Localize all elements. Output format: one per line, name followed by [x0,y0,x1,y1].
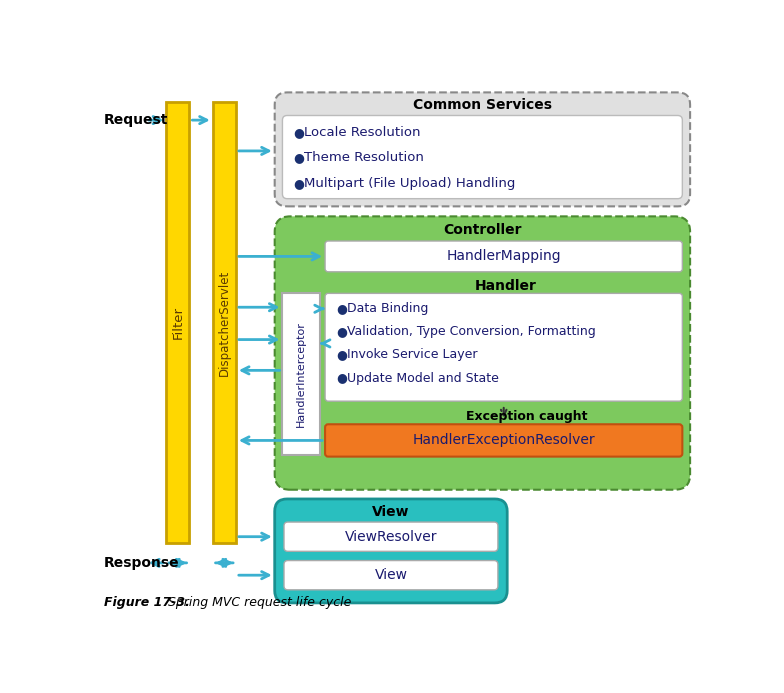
Text: Theme Resolution: Theme Resolution [304,151,424,164]
Text: Validation, Type Conversion, Formatting: Validation, Type Conversion, Formatting [347,326,596,338]
Bar [282,293,320,455]
Text: Common Services: Common Services [413,98,552,112]
Text: Request: Request [104,113,169,127]
FancyBboxPatch shape [274,499,507,603]
Text: Locale Resolution: Locale Resolution [304,126,421,139]
Text: Controller: Controller [443,223,521,237]
Text: View: View [372,505,410,519]
Text: Filter: Filter [172,306,184,339]
Text: Invoke Service Layer: Invoke Service Layer [347,349,477,362]
Text: Figure 17-3.: Figure 17-3. [104,597,190,609]
FancyBboxPatch shape [325,241,682,272]
Text: HandlerExceptionResolver: HandlerExceptionResolver [412,433,595,448]
FancyBboxPatch shape [325,293,682,401]
FancyBboxPatch shape [325,424,682,457]
FancyBboxPatch shape [284,522,498,552]
Text: DispatcherServlet: DispatcherServlet [218,270,230,376]
Text: Spring MVC request life cycle: Spring MVC request life cycle [168,597,351,609]
Text: ●: ● [336,371,347,385]
Text: ●: ● [293,177,304,190]
Text: Data Binding: Data Binding [347,302,428,315]
Text: HandlerInterceptor: HandlerInterceptor [296,322,306,427]
Text: Response: Response [104,556,180,570]
Text: ViewResolver: ViewResolver [345,529,437,544]
Text: ●: ● [293,126,304,139]
Text: ●: ● [336,326,347,338]
Text: Handler: Handler [475,279,536,292]
Text: ●: ● [293,151,304,164]
Text: Multipart (File Upload) Handling: Multipart (File Upload) Handling [304,177,516,190]
FancyBboxPatch shape [274,92,690,207]
Bar [212,103,236,543]
FancyBboxPatch shape [282,116,682,199]
Text: ●: ● [336,349,347,362]
Text: ●: ● [336,302,347,315]
Text: Exception caught: Exception caught [466,410,588,423]
Text: Update Model and State: Update Model and State [347,371,499,385]
Text: View: View [375,568,408,582]
Bar [166,103,190,543]
Text: HandlerMapping: HandlerMapping [446,249,561,263]
FancyBboxPatch shape [284,561,498,590]
FancyBboxPatch shape [274,216,690,490]
